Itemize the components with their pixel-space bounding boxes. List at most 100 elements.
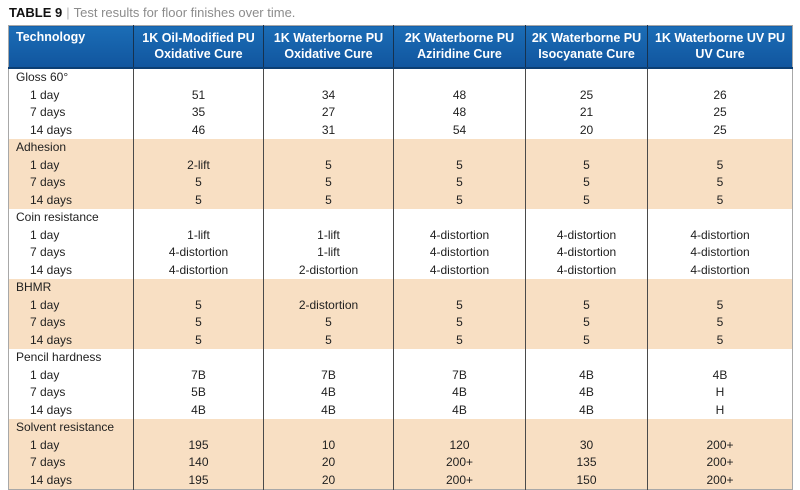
empty-cell bbox=[393, 68, 526, 87]
value-cell: 4-distortion bbox=[525, 226, 648, 244]
data-row: 14 days 4B 4B 4B 4B H bbox=[9, 401, 793, 419]
value-cell: 5 bbox=[133, 296, 264, 314]
value-cell: 21 bbox=[525, 104, 648, 122]
value-cell: H bbox=[647, 401, 793, 419]
empty-cell bbox=[393, 209, 526, 227]
data-row: 7 days 5 5 5 5 5 bbox=[8, 314, 793, 332]
value-cell: 5 bbox=[525, 174, 648, 192]
value-cell: 10 bbox=[263, 436, 394, 454]
value-cell: 5 bbox=[393, 331, 526, 349]
value-cell: 7B bbox=[263, 366, 394, 384]
empty-cell bbox=[647, 349, 793, 367]
value-cell: 4-distortion bbox=[647, 226, 793, 244]
data-row: 1 day 7B 7B 7B 4B 4B bbox=[9, 366, 793, 384]
row-label-cell: 7 days bbox=[30, 175, 66, 190]
value-cell: 5 bbox=[647, 296, 793, 314]
empty-cell bbox=[133, 139, 264, 157]
value-cell: 200+ bbox=[393, 454, 526, 472]
value-cell: 20 bbox=[525, 121, 648, 139]
caption-text: Test results for floor finishes over tim… bbox=[73, 5, 296, 20]
value-cell: 135 bbox=[525, 454, 648, 472]
section-header-row: Gloss 60° bbox=[9, 68, 793, 87]
value-cell: 20 bbox=[263, 454, 394, 472]
value-cell: 5 bbox=[647, 191, 793, 209]
table-header: Technology 1K Oil-Modified PU Oxidative Cu… bbox=[8, 25, 793, 69]
value-cell: 4B bbox=[263, 384, 394, 402]
data-row: 1 day 1-lift 1-lift 4-distortion 4-distortio… bbox=[9, 226, 793, 244]
row-label-cell: 1 day bbox=[30, 87, 60, 102]
value-cell: 5 bbox=[525, 314, 648, 332]
data-row: 7 days 140 20 200+ 135 200+ bbox=[8, 454, 793, 472]
value-cell: 5 bbox=[525, 296, 648, 314]
value-cell: 5 bbox=[525, 331, 648, 349]
value-cell: 4B bbox=[647, 366, 793, 384]
value-cell: 31 bbox=[263, 121, 394, 139]
value-cell: 5 bbox=[263, 314, 394, 332]
section-header-row: Adhesion bbox=[8, 139, 793, 157]
value-cell: 5 bbox=[133, 191, 264, 209]
empty-cell bbox=[133, 209, 264, 227]
row-label-cell: 14 days bbox=[30, 332, 73, 347]
empty-cell bbox=[263, 139, 394, 157]
value-cell: 7B bbox=[393, 366, 526, 384]
value-cell: 195 bbox=[133, 471, 264, 490]
section-header-row: Pencil hardness bbox=[9, 349, 793, 367]
table-body: Gloss 60° 1 day 51 34 48 25 26 7 days 35 27 48 21 25… bbox=[8, 68, 793, 490]
value-cell: 4B bbox=[393, 384, 526, 402]
value-cell: 4-distortion bbox=[525, 244, 648, 262]
value-cell: 35 bbox=[133, 104, 264, 122]
empty-cell bbox=[133, 68, 264, 87]
data-row: 7 days 5 5 5 5 5 bbox=[8, 174, 793, 192]
empty-cell bbox=[525, 279, 648, 297]
value-cell: 120 bbox=[393, 436, 526, 454]
column-header: 1K Waterborne PU Oxidative Cure bbox=[263, 25, 394, 69]
column-header: 2K Waterborne PU Isocyanate Cure bbox=[525, 25, 648, 69]
value-cell: 4-distortion bbox=[647, 244, 793, 262]
value-cell: 5 bbox=[393, 296, 526, 314]
value-cell: 4B bbox=[263, 401, 394, 419]
empty-cell bbox=[525, 419, 648, 437]
value-cell: 5 bbox=[525, 156, 648, 174]
value-cell: 5 bbox=[647, 156, 793, 174]
empty-cell bbox=[133, 419, 264, 437]
row-label-cell: 14 days bbox=[30, 122, 73, 137]
section-header-row: Solvent resistance bbox=[8, 419, 793, 437]
value-cell: 2-distortion bbox=[263, 296, 394, 314]
section-header-row: Coin resistance bbox=[9, 209, 793, 227]
empty-cell bbox=[525, 139, 648, 157]
row-label-cell: 7 days bbox=[30, 315, 66, 330]
row-label-cell: 1 day bbox=[30, 227, 60, 242]
value-cell: 4-distortion bbox=[393, 261, 526, 279]
value-cell: 34 bbox=[263, 86, 394, 104]
value-cell: 4B bbox=[393, 401, 526, 419]
value-cell: 7B bbox=[133, 366, 264, 384]
value-cell: 5 bbox=[647, 174, 793, 192]
value-cell: 48 bbox=[393, 86, 526, 104]
value-cell: 5B bbox=[133, 384, 264, 402]
data-row: 1 day 195 10 120 30 200+ bbox=[8, 436, 793, 454]
empty-cell bbox=[263, 68, 394, 87]
empty-cell bbox=[525, 349, 648, 367]
empty-cell bbox=[263, 349, 394, 367]
value-cell: 51 bbox=[133, 86, 264, 104]
value-cell: 4-distortion bbox=[647, 261, 793, 279]
value-cell: 26 bbox=[647, 86, 793, 104]
section-name-cell: Adhesion bbox=[16, 140, 67, 155]
value-cell: 27 bbox=[263, 104, 394, 122]
table-caption: TABLE 9 | Test results for floor finishes … bbox=[9, 5, 792, 21]
row-label-cell: 7 days bbox=[30, 455, 66, 470]
empty-cell bbox=[393, 419, 526, 437]
value-cell: 1-lift bbox=[133, 226, 264, 244]
empty-cell bbox=[647, 68, 793, 87]
row-label-cell: 14 days bbox=[30, 402, 73, 417]
value-cell: 4B bbox=[525, 384, 648, 402]
value-cell: 200+ bbox=[647, 436, 793, 454]
value-cell: H bbox=[647, 384, 793, 402]
value-cell: 4B bbox=[133, 401, 264, 419]
value-cell: 5 bbox=[133, 174, 264, 192]
row-label-cell: 7 days bbox=[30, 245, 66, 260]
empty-cell bbox=[647, 419, 793, 437]
data-row: 7 days 4-distortion 1-lift 4-distortion 4-di… bbox=[9, 244, 793, 262]
row-label-cell: 1 day bbox=[30, 157, 60, 172]
header-row: Technology 1K Oil-Modified PU Oxidative Cu… bbox=[8, 25, 793, 69]
